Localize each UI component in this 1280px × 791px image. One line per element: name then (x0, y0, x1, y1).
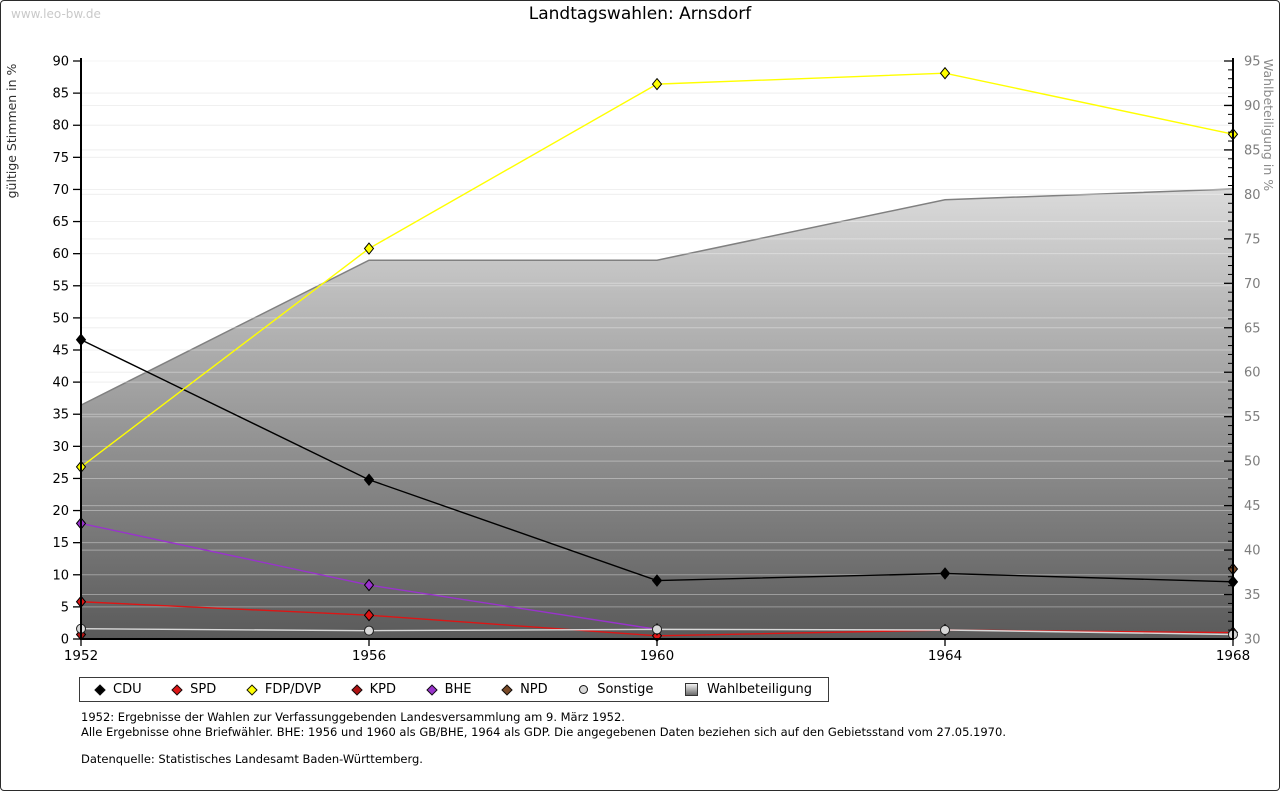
fdp-dvp-marker-icon (246, 683, 258, 696)
point-cdu-1956 (363, 473, 375, 487)
right-tick-label: 45 (1244, 499, 1261, 514)
left-tick-label: 0 (61, 633, 69, 648)
point-fdp-dvp-1964 (939, 66, 951, 80)
right-tick-label: 50 (1244, 455, 1261, 470)
right-tick-label: 40 (1244, 544, 1261, 559)
participation-area-fill (81, 189, 1233, 639)
legend-item-npd: NPD (501, 682, 548, 697)
left-tick-label: 45 (52, 344, 69, 359)
participation-area-boundary (80, 188, 1234, 406)
left-tick-label: 70 (52, 183, 69, 198)
footnote-line-2: Alle Ergebnisse ohne Briefwähler. BHE: 1… (81, 724, 1006, 739)
point-fdp-dvp-1956 (363, 242, 375, 255)
footnotes: 1952: Ergebnisse der Wahlen zur Verfassu… (81, 710, 1006, 767)
legend-label-wahlbeteiligung: Wahlbeteiligung (706, 682, 812, 697)
point-bhe-1956 (363, 578, 375, 592)
point-cdu-1960 (651, 574, 663, 587)
legend-label-sonstige: Sonstige (597, 682, 654, 697)
right-tick-label: 65 (1244, 321, 1261, 336)
sonstige-marker-icon (579, 685, 589, 694)
npd-marker-icon (501, 683, 513, 696)
point-sonstige-1960 (652, 624, 662, 635)
legend-item-cdu: CDU (94, 682, 142, 697)
left-tick-label: 5 (61, 600, 69, 615)
legend-item-fdp-dvp: FDP/DVP (246, 682, 322, 697)
point-spd-1956 (363, 608, 375, 622)
x-tick-label: 1968 (1216, 648, 1250, 664)
x-tick-label: 1964 (928, 648, 962, 664)
point-sonstige-1956 (364, 625, 374, 636)
legend-item-sonstige: Sonstige (579, 682, 653, 697)
left-tick-label: 90 (52, 55, 69, 70)
wahlbeteiligung-marker-icon (684, 683, 698, 696)
left-tick-label: 25 (52, 472, 69, 487)
footnote-line-1: 1952: Ergebnisse der Wahlen zur Verfassu… (81, 710, 625, 724)
left-tick-label: 85 (52, 87, 69, 102)
right-tick-label: 75 (1244, 232, 1261, 247)
legend-label-npd: NPD (520, 682, 548, 697)
legend-item-bhe: BHE (425, 682, 472, 697)
election-chart-svg: 0 5 10 15 20 25 30 35 40 45 50 55 60 65 70 75 80 85 90 30 35… (4, 55, 1276, 665)
right-tick-label: 35 (1244, 588, 1261, 603)
left-tick-label: 20 (52, 504, 69, 519)
left-tick-label: 40 (52, 376, 69, 391)
footnote-source: Datenquelle: Statistisches Landesamt Bad… (81, 752, 423, 766)
bhe-marker-icon (425, 683, 438, 696)
right-tick-label: 85 (1244, 143, 1261, 158)
right-tick-label: 80 (1244, 188, 1261, 203)
left-tick-label: 80 (52, 119, 69, 134)
legend-label-fdp-dvp: FDP/DVP (264, 682, 322, 697)
right-tick-label: 95 (1244, 55, 1261, 70)
participation-area (80, 188, 1234, 639)
left-tick-label: 10 (52, 568, 69, 583)
left-tick-label: 65 (52, 215, 69, 230)
right-tick-label: 90 (1244, 99, 1261, 114)
right-tick-label: 60 (1244, 366, 1261, 381)
right-tick-label: 70 (1244, 277, 1261, 292)
legend-item-wahlbeteiligung: Wahlbeteiligung (684, 682, 812, 697)
watermark: www.leo-bw.de (11, 7, 101, 21)
legend: CDU SPD FDP/DVP KPD BHE NPD Sonstige Wahlbeteil… (79, 677, 829, 702)
gridlines-overlay (81, 60, 1233, 608)
left-tick-label: 30 (52, 440, 69, 455)
left-tick-label: 75 (52, 151, 69, 166)
legend-item-spd: SPD (171, 682, 217, 697)
left-tick-label: 60 (52, 247, 69, 262)
left-tick-label: 50 (52, 311, 69, 326)
spd-marker-icon (171, 683, 183, 696)
right-axis-title: Wahlbeteiligung in % (1261, 59, 1276, 191)
point-sonstige-1964 (940, 625, 950, 636)
right-tick-label: 55 (1244, 410, 1261, 425)
legend-label-cdu: CDU (113, 682, 142, 697)
page-title: Landtagswahlen: Arnsdorf (528, 4, 752, 24)
legend-item-kpd: KPD (350, 682, 397, 697)
left-tick-label: 15 (52, 536, 69, 551)
legend-label-spd: SPD (190, 682, 217, 697)
x-tick-label: 1960 (640, 648, 674, 664)
x-tick-label: 1956 (352, 648, 386, 664)
left-axis-title: gültige Stimmen in % (4, 63, 19, 198)
right-tick-label: 30 (1244, 633, 1261, 648)
point-fdp-dvp-1960 (651, 77, 663, 91)
kpd-marker-icon (350, 683, 363, 696)
cdu-marker-icon (94, 683, 106, 696)
axes: 0 5 10 15 20 25 30 35 40 45 50 55 60 65 70 75 80 85 90 30 35… (52, 55, 1260, 665)
legend-label-kpd: KPD (369, 682, 397, 697)
left-tick-label: 35 (52, 408, 69, 423)
x-tick-label: 1952 (64, 648, 98, 664)
point-cdu-1964 (939, 567, 951, 580)
legend-label-bhe: BHE (444, 682, 472, 697)
left-tick-label: 55 (52, 279, 69, 294)
